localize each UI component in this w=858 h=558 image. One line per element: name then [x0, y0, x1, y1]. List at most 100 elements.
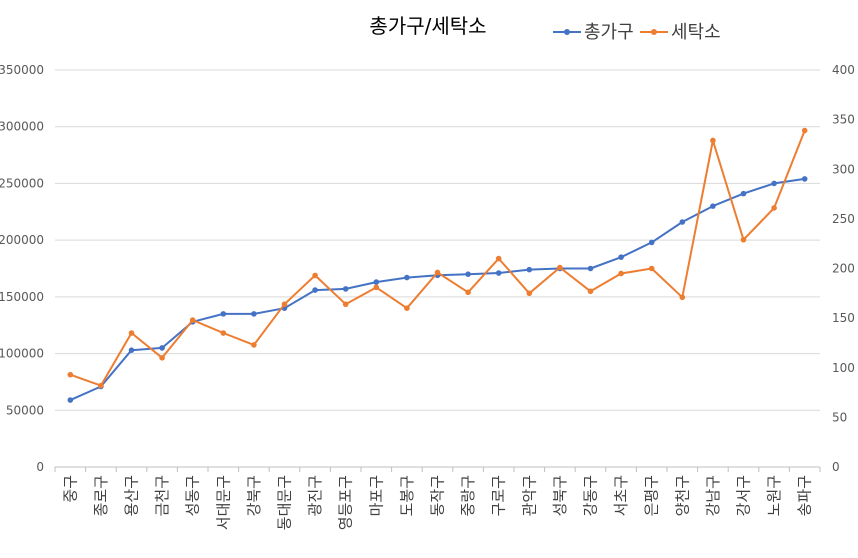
x-tick-label: 서대문구: [214, 475, 232, 530]
data-point: [98, 382, 104, 389]
data-point: [159, 355, 165, 361]
data-point: [740, 236, 747, 243]
data-point: [679, 219, 686, 225]
data-point: [128, 330, 135, 336]
data-point: [312, 287, 318, 293]
x-tick-label: 영등포구: [337, 475, 355, 530]
right-tick-label: 150: [832, 311, 855, 325]
data-point: [465, 271, 471, 277]
left-tick-label: 150000: [0, 290, 44, 304]
data-point: [679, 294, 686, 301]
x-tick-label: 강북구: [245, 475, 263, 516]
x-tick-label: 동대문구: [276, 475, 294, 530]
data-point: [465, 289, 471, 296]
data-point: [495, 270, 502, 276]
x-axis: 중구 종로구 용산구 금천구 성동구 서대문구 강북구 동대문구 광진구 영등포구 마포구 도봉구 동작…: [54, 467, 821, 530]
x-tick-label: 중구: [61, 475, 79, 503]
x-tick-label: 광진구: [306, 475, 324, 516]
data-point: [710, 137, 716, 144]
right-tick-label: 100: [832, 361, 855, 375]
data-point: [342, 286, 349, 292]
data-point: [587, 288, 594, 295]
right-tick-label: 350: [832, 113, 855, 127]
series-1: [67, 176, 808, 403]
right-tick-label: 0: [832, 460, 840, 474]
data-point: [710, 203, 716, 209]
data-point: [189, 317, 196, 323]
left-tick-label: 0: [36, 460, 44, 474]
x-tick-label: 은평구: [643, 475, 661, 516]
x-tick-label: 서초구: [612, 475, 630, 516]
data-point: [557, 264, 563, 271]
series-2: [67, 127, 808, 389]
data-point: [648, 265, 655, 272]
x-tick-label: 마포구: [367, 475, 385, 516]
x-tick-label: 종로구: [92, 475, 110, 516]
series-line: [69, 177, 805, 402]
x-tick-label: 강남구: [704, 475, 722, 516]
data-point: [495, 255, 502, 262]
data-point: [526, 266, 533, 273]
data-point: [587, 265, 594, 272]
gridlines: [55, 69, 820, 468]
data-point: [220, 330, 227, 336]
data-point: [404, 274, 410, 281]
data-point: [342, 301, 349, 308]
x-tick-label: 금천구: [153, 475, 171, 516]
x-tick-label: 중랑구: [459, 475, 477, 516]
data-point: [648, 239, 655, 246]
data-point: [404, 305, 410, 312]
left-tick-label: 350000: [0, 63, 44, 77]
x-tick-label: 관악구: [520, 475, 538, 516]
legend-label: 세탁소: [671, 22, 721, 43]
data-point: [67, 397, 74, 403]
left-tick-label: 300000: [0, 120, 44, 134]
data-point: [740, 190, 747, 197]
data-point: [771, 180, 777, 187]
x-tick-label: 양천구: [673, 475, 691, 516]
right-y-axis: 0 50 100 150 200 250 300 350 400: [832, 63, 855, 474]
x-tick-label: 강동구: [582, 475, 600, 516]
x-tick-label: 도봉구: [398, 475, 416, 516]
series-line: [69, 130, 806, 387]
left-tick-label: 200000: [0, 233, 44, 247]
legend-item: 세탁소: [640, 22, 721, 43]
x-tick-label: 성동구: [184, 475, 202, 516]
legend: 총가구 세탁소: [553, 22, 721, 43]
right-tick-label: 200: [832, 262, 855, 276]
legend-item: 총가구: [553, 22, 634, 43]
data-point: [251, 342, 257, 348]
x-tick-label: 용산구: [123, 475, 141, 516]
data-point: [281, 301, 288, 308]
left-tick-label: 100000: [0, 347, 44, 361]
data-point: [801, 127, 808, 134]
data-point: [801, 176, 808, 182]
x-tick-label: 강서구: [735, 475, 753, 516]
data-point: [526, 290, 533, 297]
data-point: [434, 269, 441, 276]
data-point: [618, 270, 624, 277]
data-point: [67, 371, 74, 378]
chart-title: 총가구/세탁소: [369, 14, 486, 38]
data-point: [128, 347, 135, 353]
data-point: [373, 279, 380, 285]
series-layer: [67, 127, 808, 403]
right-tick-label: 250: [832, 212, 855, 226]
x-tick-label: 동작구: [429, 475, 447, 516]
legend-label: 총가구: [584, 22, 634, 43]
right-tick-label: 400: [832, 63, 855, 77]
x-tick-label: 구로구: [490, 475, 508, 516]
x-tick-label: 노원구: [765, 475, 783, 516]
legend-marker: [651, 29, 657, 35]
data-point: [618, 254, 624, 260]
legend-marker: [564, 29, 570, 35]
x-tick-label: 송파구: [796, 475, 814, 516]
left-tick-label: 50000: [6, 403, 44, 417]
data-point: [251, 311, 257, 317]
right-tick-label: 300: [832, 162, 855, 176]
data-point: [373, 284, 380, 291]
x-tick-label: 성북구: [551, 475, 569, 516]
data-point: [159, 345, 165, 351]
right-tick-label: 50: [832, 410, 847, 424]
